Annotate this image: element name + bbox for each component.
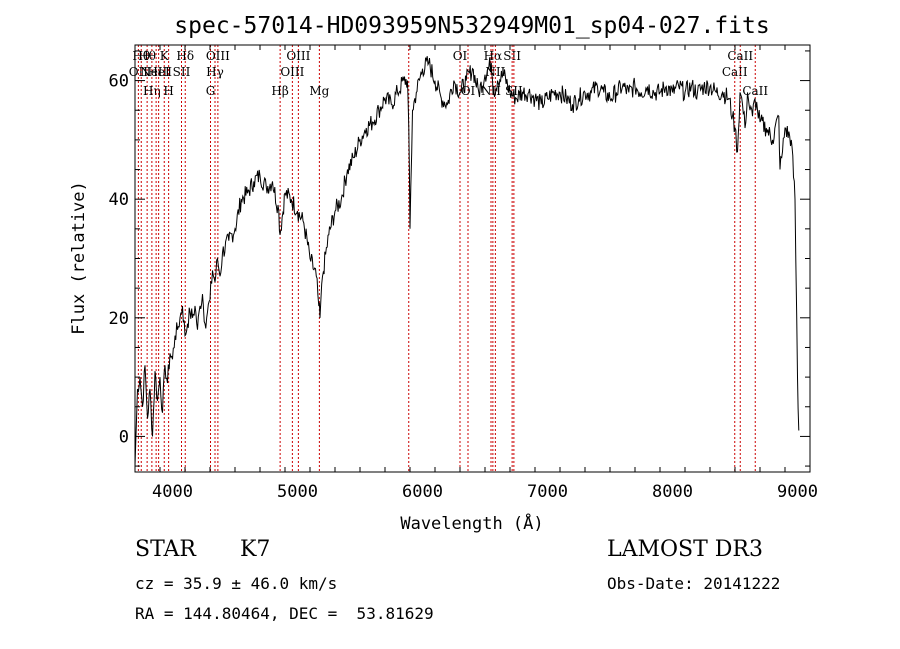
spectrum-line — [134, 56, 800, 467]
object-class: STAR — [135, 537, 196, 562]
line-marker-label: NII — [481, 84, 501, 98]
x-tick-label: 4000 — [152, 482, 193, 502]
line-marker-label: Hα — [484, 49, 503, 63]
line-marker-label: SII — [173, 65, 191, 79]
y-axis-label: Flux (relative) — [69, 181, 89, 335]
line-marker-label: OI — [461, 84, 476, 98]
line-marker-label: HeI — [147, 65, 170, 79]
line-marker-label: Hθ — [138, 49, 156, 63]
line-marker-label: OIII — [286, 49, 310, 63]
x-tick-label: 8000 — [652, 482, 693, 502]
chart-title: spec-57014-HD093959N532949M01_sp04-027.f… — [174, 13, 769, 39]
line-marker-label: Hβ — [271, 84, 288, 98]
x-tick-label: 6000 — [402, 482, 443, 502]
line-marker-label: OII — [129, 65, 149, 79]
y-tick-label: 0 — [119, 427, 129, 447]
line-marker-label: OI — [453, 49, 468, 63]
y-axis: 0 20 40 60 — [109, 50, 810, 467]
x-tick-label: 5000 — [277, 482, 318, 502]
line-marker-label: Hδ — [176, 49, 194, 63]
line-marker-label: G — [206, 84, 216, 98]
x-tick-label: 7000 — [527, 482, 568, 502]
redshift-cz: cz = 35.9 ± 46.0 km/s — [135, 574, 338, 593]
line-marker-label: Hη — [143, 84, 161, 98]
x-axis: 4000 5000 6000 7000 8000 9000 — [134, 45, 818, 502]
line-marker-label: K — [160, 49, 170, 63]
x-axis-label: Wavelength (Å) — [400, 512, 543, 534]
observation-date: Obs-Date: 20141222 — [607, 574, 781, 593]
survey-name: LAMOST DR3 — [607, 537, 763, 562]
object-subclass: K7 — [240, 537, 271, 562]
y-tick-label: 40 — [109, 190, 129, 210]
line-marker-label: H — [163, 84, 173, 98]
line-marker-label: CaII — [722, 65, 748, 79]
plot-frame — [134, 44, 811, 473]
x-tick-label: 9000 — [777, 482, 818, 502]
line-marker-label: Mg — [309, 84, 329, 98]
y-tick-label: 20 — [109, 309, 129, 329]
line-marker-label: Hγ — [206, 65, 224, 79]
y-tick-label: 60 — [109, 72, 129, 92]
line-marker-label: NeIII — [140, 65, 172, 79]
coordinates: RA = 144.80464, DEC = 53.81629 — [135, 604, 434, 623]
line-marker-label: CaII — [742, 84, 768, 98]
line-marker-label: CaII — [727, 49, 753, 63]
line-marker-label: SII — [503, 49, 521, 63]
line-markers: OIIHθHθHηNeIIIHeIKHSIIHδGHγOIIIHβOIIIOII… — [129, 45, 768, 472]
line-marker-label: OIII — [280, 65, 304, 79]
line-marker-label: OIII — [206, 49, 230, 63]
line-marker-label: Hθ — [132, 49, 150, 63]
